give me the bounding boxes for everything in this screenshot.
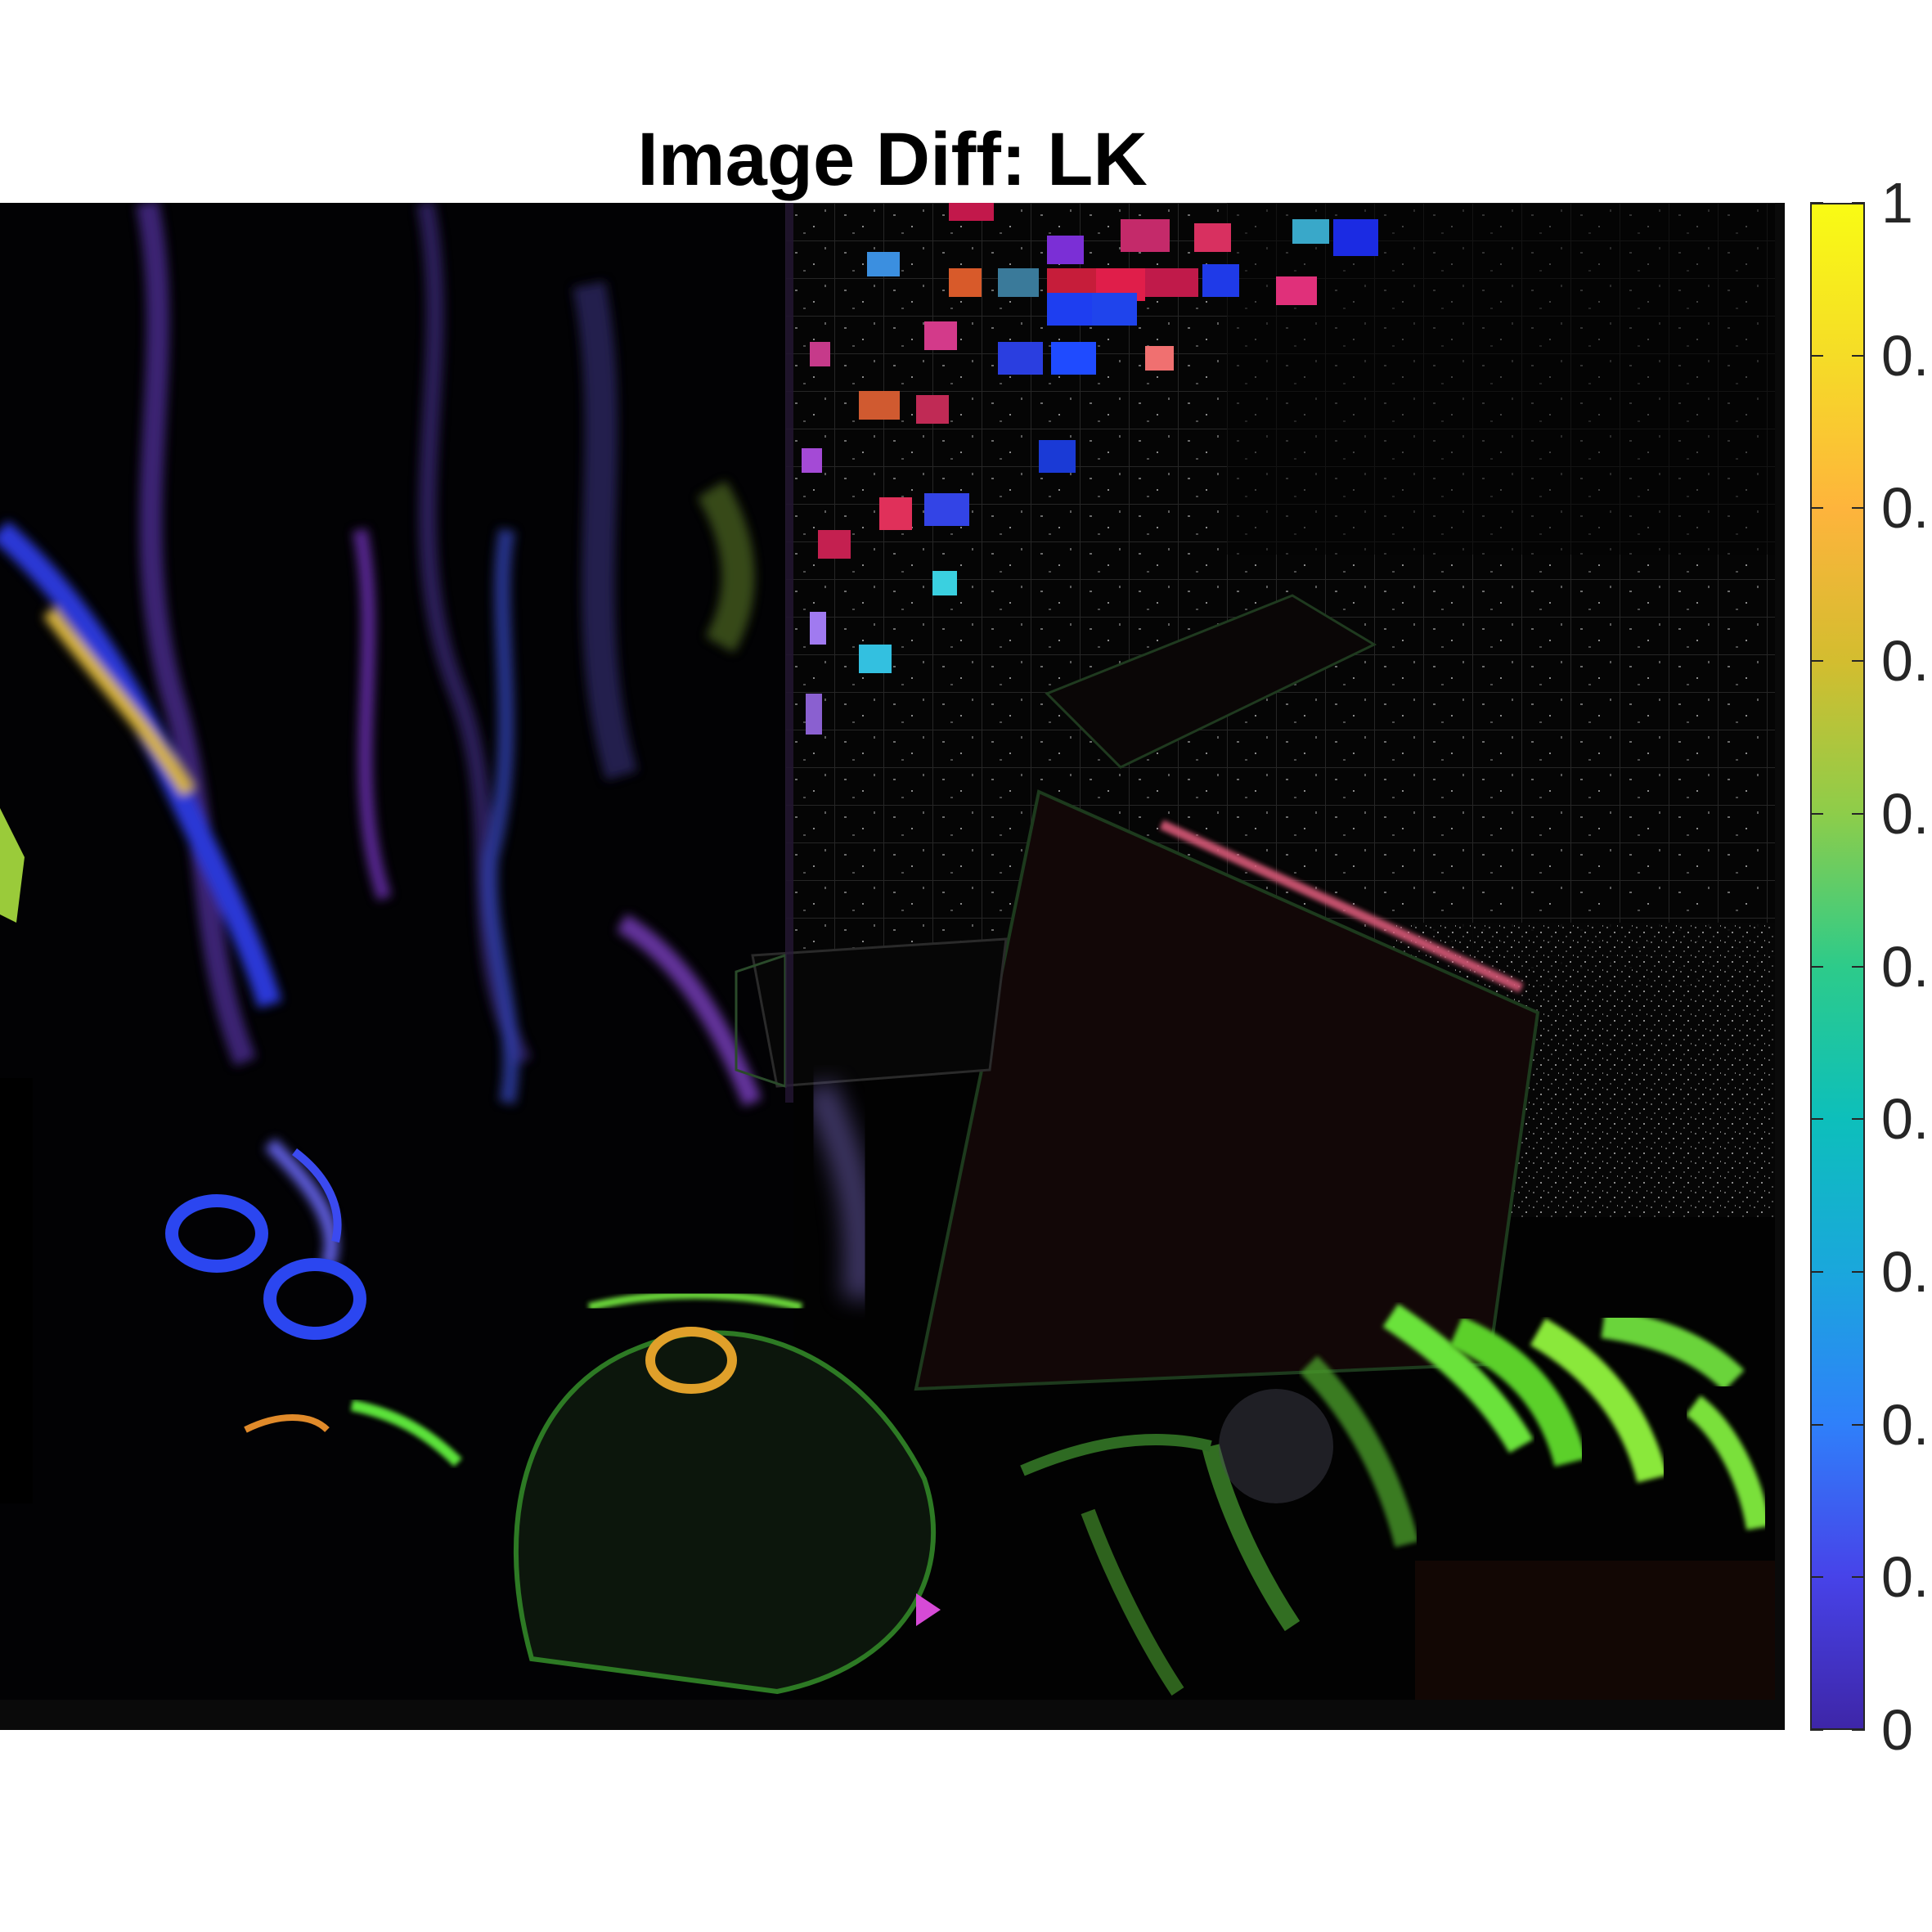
colorbar-tick-label: 0. bbox=[1881, 1087, 1930, 1152]
colorbar-tick-label: 0. bbox=[1881, 629, 1930, 694]
colorbar-tick-label: 0. bbox=[1881, 781, 1930, 846]
diff-image-canvas bbox=[0, 203, 1785, 1730]
colorbar-tick-label: 0. bbox=[1881, 1239, 1930, 1304]
colorbar-tick-label: 0. bbox=[1881, 934, 1930, 999]
colorbar-tick-label: 0. bbox=[1881, 1545, 1930, 1610]
colorbar-tick-label: 0. bbox=[1881, 476, 1930, 541]
block-artifacts bbox=[802, 203, 1378, 735]
colorbar bbox=[1810, 203, 1865, 1730]
diff-image bbox=[0, 203, 1785, 1730]
colorbar-tick-label: 1 bbox=[1881, 171, 1913, 235]
figure-title: Image Diff: LK bbox=[637, 118, 1148, 201]
colorbar-tick-label: 0. bbox=[1881, 1392, 1930, 1457]
colorbar-tick-label: 0 bbox=[1881, 1698, 1913, 1762]
left-swirls bbox=[0, 203, 762, 1269]
blue-rings bbox=[165, 1148, 366, 1340]
frog-figure bbox=[244, 1291, 941, 1695]
colorbar-tick-label: 0. bbox=[1881, 323, 1930, 388]
